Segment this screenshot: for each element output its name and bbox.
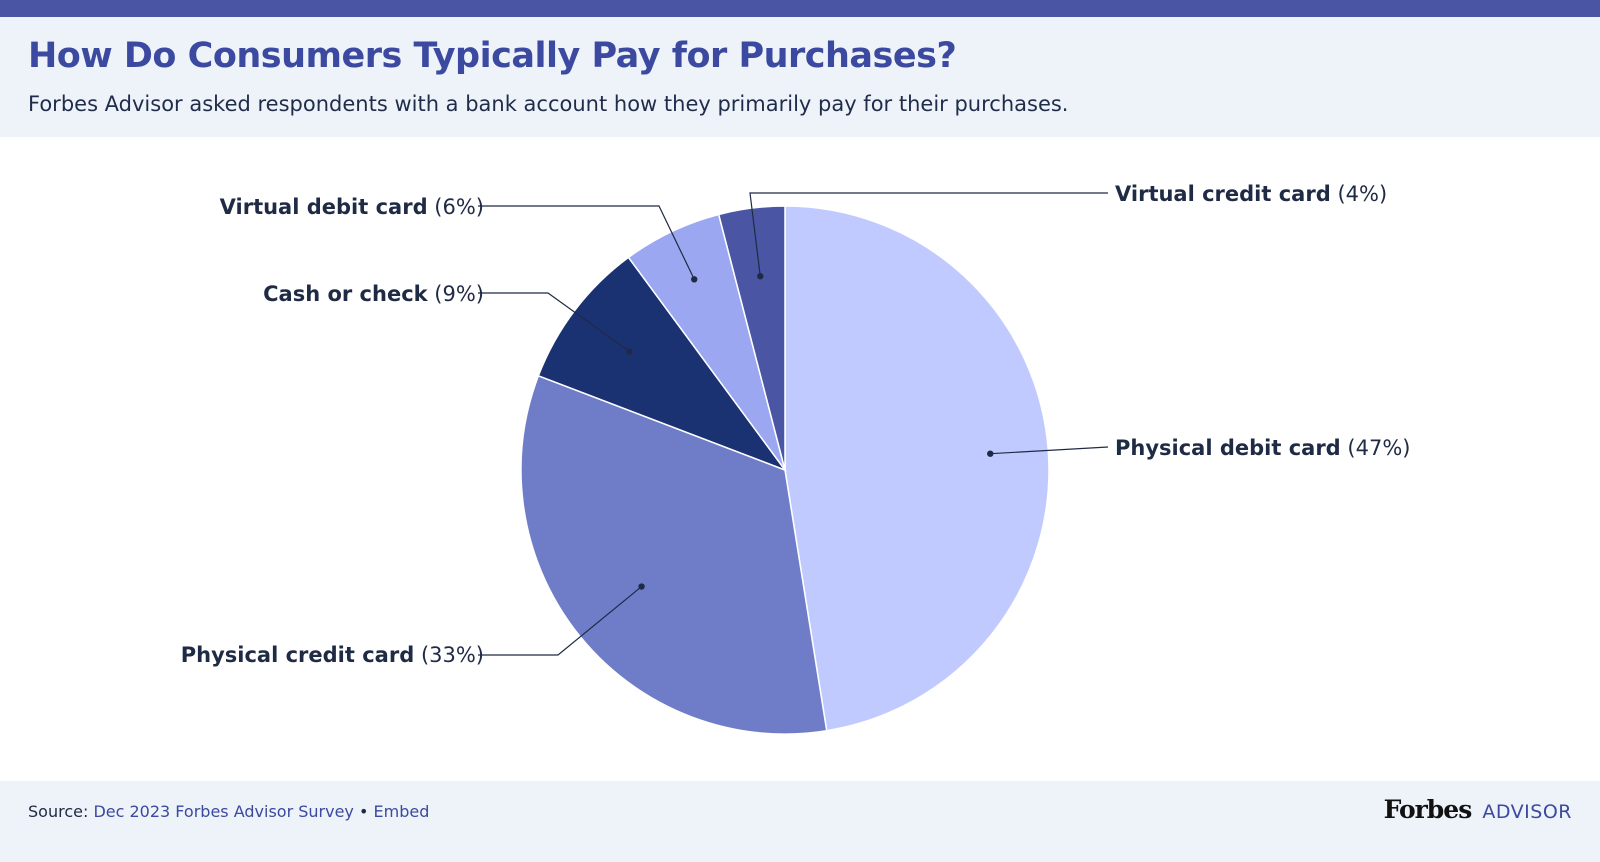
chart-title: How Do Consumers Typically Pay for Purch… (28, 36, 957, 76)
label-name: Virtual debit card (220, 195, 428, 219)
label-virtual-debit-card: Virtual debit card (6%) (220, 195, 484, 219)
top-accent-bar (0, 0, 1600, 17)
leader-line (990, 446, 1109, 455)
label-value: (6%) (434, 195, 484, 219)
label-value: (4%) (1337, 182, 1387, 206)
label-physical-debit-card: Physical debit card (47%) (1115, 436, 1410, 460)
source-separator: • (358, 802, 369, 821)
label-leader-lines (478, 192, 1109, 656)
pie-slices (520, 205, 1050, 735)
label-cash-or-check: Cash or check (9%) (263, 282, 484, 306)
embed-link[interactable]: Embed (373, 802, 430, 821)
pie-slice-physical-debit-card (784, 205, 1050, 732)
pie-chart: Physical debit card (47%) Physical credi… (181, 182, 1410, 735)
label-value: (47%) (1347, 436, 1410, 460)
label-virtual-credit-card: Virtual credit card (4%) (1115, 182, 1387, 206)
source-line: Source: Dec 2023 Forbes Advisor Survey •… (28, 802, 429, 821)
label-value: (33%) (421, 643, 484, 667)
label-name: Physical credit card (181, 643, 415, 667)
chart-footer: Source: Dec 2023 Forbes Advisor Survey •… (0, 781, 1600, 862)
chart-header: How Do Consumers Typically Pay for Purch… (0, 17, 1600, 137)
leader-line (478, 586, 642, 656)
forbes-advisor-logo: Forbes ADVISOR (1384, 795, 1572, 824)
leader-line (478, 205, 695, 280)
leader-line (749, 192, 1108, 277)
label-name: Physical debit card (1115, 436, 1341, 460)
logo-forbes-wordmark: Forbes (1383, 795, 1473, 824)
label-name: Virtual credit card (1115, 182, 1331, 206)
chart-subtitle: Forbes Advisor asked respondents with a … (28, 92, 1069, 116)
label-physical-credit-card: Physical credit card (33%) (181, 643, 484, 667)
pie-slice-cash-or-check (537, 256, 788, 472)
source-prefix: Source: (28, 802, 89, 821)
logo-advisor-wordmark: ADVISOR (1482, 801, 1572, 823)
source-link[interactable]: Dec 2023 Forbes Advisor Survey (93, 802, 354, 821)
label-name: Cash or check (263, 282, 429, 306)
leader-line (478, 292, 630, 353)
label-value: (9%) (434, 282, 484, 306)
